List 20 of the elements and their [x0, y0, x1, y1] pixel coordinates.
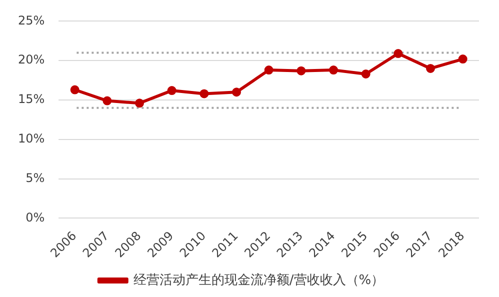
legend-label: 经营活动产生的现金流净额/营收收入（%） [133, 272, 384, 288]
point [264, 66, 274, 75]
y-tick-label: 10% [18, 132, 45, 146]
point [458, 54, 468, 64]
point [394, 49, 403, 58]
point [232, 88, 242, 97]
y-tick-label: 0% [26, 210, 45, 224]
y-tick-label: 25% [18, 13, 45, 28]
point [70, 85, 80, 94]
y-tick-label: 20% [18, 52, 45, 67]
y-tick-label: 5% [26, 170, 45, 185]
point [135, 98, 144, 108]
point [426, 64, 435, 73]
point [361, 70, 370, 78]
point [167, 86, 176, 96]
point [296, 66, 306, 76]
point [102, 96, 112, 106]
y-tick-label: 15% [18, 92, 45, 106]
point [200, 89, 209, 98]
point [329, 66, 338, 75]
